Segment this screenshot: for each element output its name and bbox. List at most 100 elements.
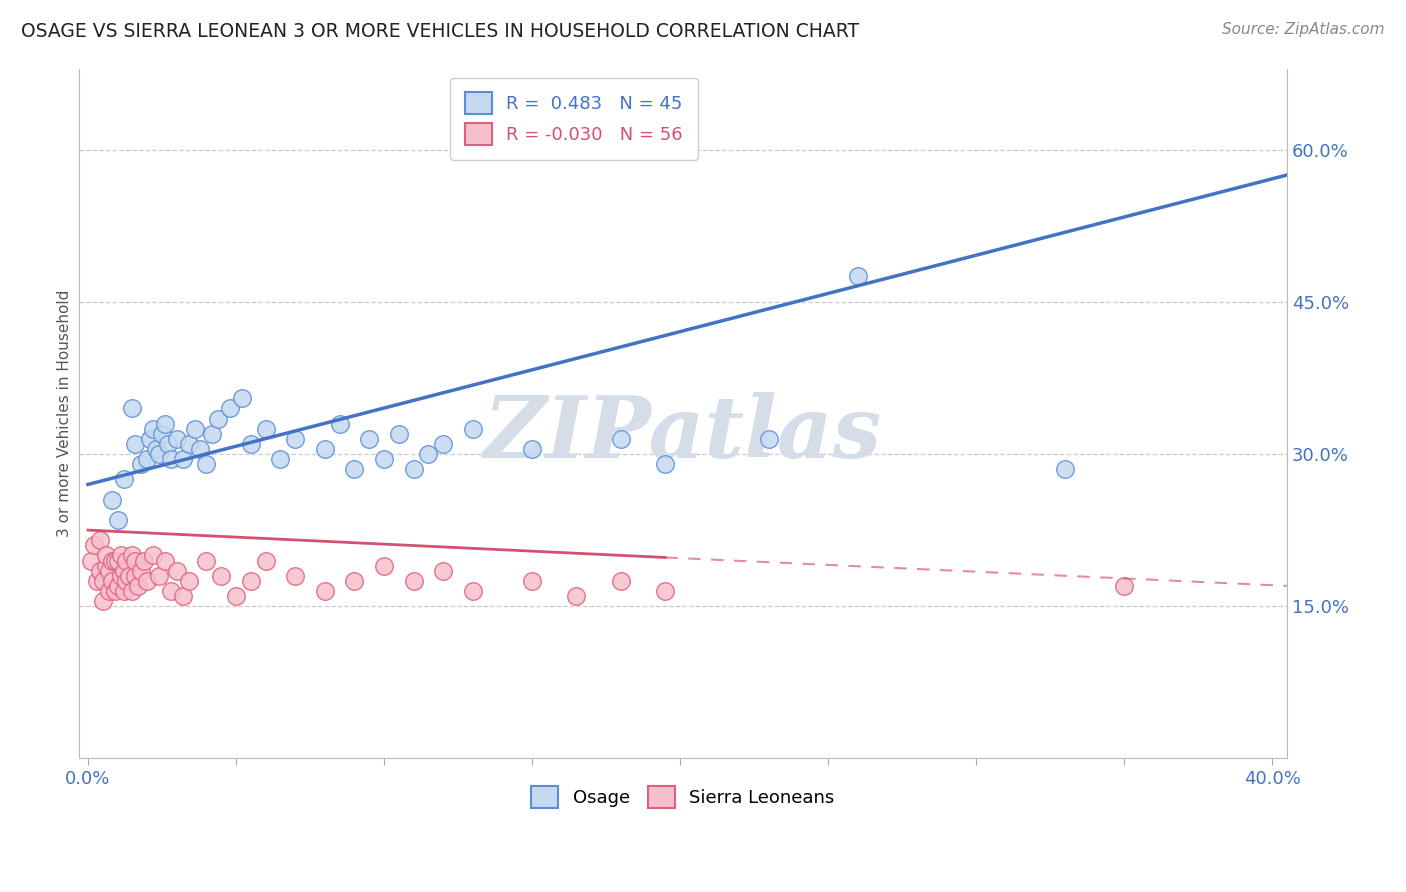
Point bbox=[86, 574, 108, 588]
Point bbox=[520, 442, 543, 456]
Point bbox=[124, 553, 146, 567]
Point bbox=[254, 422, 277, 436]
Point bbox=[112, 584, 135, 599]
Point bbox=[145, 442, 167, 456]
Point bbox=[94, 558, 117, 573]
Point bbox=[115, 553, 138, 567]
Point bbox=[110, 568, 132, 582]
Point bbox=[118, 568, 141, 582]
Point bbox=[284, 568, 307, 582]
Point bbox=[209, 568, 232, 582]
Point bbox=[190, 442, 212, 456]
Point bbox=[207, 411, 229, 425]
Point bbox=[166, 432, 188, 446]
Point bbox=[239, 574, 262, 588]
Point bbox=[110, 549, 132, 563]
Point bbox=[343, 574, 366, 588]
Point bbox=[121, 584, 143, 599]
Point bbox=[432, 564, 454, 578]
Text: Source: ZipAtlas.com: Source: ZipAtlas.com bbox=[1222, 22, 1385, 37]
Point bbox=[610, 432, 633, 446]
Point bbox=[565, 589, 588, 603]
Point bbox=[139, 432, 162, 446]
Point bbox=[136, 452, 159, 467]
Point bbox=[83, 538, 105, 552]
Point bbox=[100, 553, 122, 567]
Point bbox=[124, 437, 146, 451]
Point bbox=[91, 594, 114, 608]
Legend: Osage, Sierra Leoneans: Osage, Sierra Leoneans bbox=[524, 779, 842, 815]
Point bbox=[388, 426, 411, 441]
Point bbox=[112, 564, 135, 578]
Point bbox=[172, 589, 194, 603]
Point bbox=[104, 553, 127, 567]
Point bbox=[89, 564, 111, 578]
Point bbox=[373, 452, 395, 467]
Point bbox=[219, 401, 242, 416]
Point bbox=[148, 447, 170, 461]
Point bbox=[225, 589, 247, 603]
Point bbox=[136, 574, 159, 588]
Point bbox=[654, 584, 676, 599]
Point bbox=[97, 564, 120, 578]
Point bbox=[177, 437, 200, 451]
Point bbox=[107, 513, 129, 527]
Point bbox=[121, 401, 143, 416]
Point bbox=[94, 549, 117, 563]
Point bbox=[142, 422, 165, 436]
Point bbox=[172, 452, 194, 467]
Point bbox=[127, 579, 149, 593]
Point bbox=[148, 568, 170, 582]
Point bbox=[461, 422, 484, 436]
Point bbox=[520, 574, 543, 588]
Point bbox=[124, 568, 146, 582]
Point bbox=[107, 579, 129, 593]
Point bbox=[129, 564, 152, 578]
Point bbox=[314, 584, 336, 599]
Point bbox=[314, 442, 336, 456]
Point bbox=[166, 564, 188, 578]
Point bbox=[329, 417, 352, 431]
Point bbox=[115, 574, 138, 588]
Point bbox=[284, 432, 307, 446]
Point bbox=[134, 553, 156, 567]
Point bbox=[254, 553, 277, 567]
Point bbox=[153, 553, 176, 567]
Point bbox=[156, 437, 179, 451]
Point bbox=[80, 553, 103, 567]
Point bbox=[129, 457, 152, 471]
Point bbox=[231, 391, 253, 405]
Point bbox=[418, 447, 440, 461]
Point bbox=[1112, 579, 1135, 593]
Point bbox=[97, 584, 120, 599]
Point bbox=[104, 584, 127, 599]
Point bbox=[239, 437, 262, 451]
Point bbox=[107, 553, 129, 567]
Point bbox=[100, 574, 122, 588]
Point bbox=[269, 452, 291, 467]
Point bbox=[846, 269, 869, 284]
Point bbox=[150, 426, 173, 441]
Point bbox=[121, 549, 143, 563]
Point bbox=[183, 422, 205, 436]
Point bbox=[89, 533, 111, 548]
Point bbox=[758, 432, 780, 446]
Point bbox=[160, 452, 183, 467]
Point bbox=[195, 457, 218, 471]
Point bbox=[112, 472, 135, 486]
Point bbox=[1053, 462, 1076, 476]
Point bbox=[160, 584, 183, 599]
Point bbox=[359, 432, 381, 446]
Point bbox=[402, 462, 425, 476]
Point bbox=[195, 553, 218, 567]
Y-axis label: 3 or more Vehicles in Household: 3 or more Vehicles in Household bbox=[58, 290, 72, 537]
Point bbox=[461, 584, 484, 599]
Point bbox=[91, 574, 114, 588]
Point bbox=[432, 437, 454, 451]
Text: ZIPatlas: ZIPatlas bbox=[484, 392, 882, 475]
Point bbox=[402, 574, 425, 588]
Point bbox=[343, 462, 366, 476]
Point bbox=[201, 426, 224, 441]
Point bbox=[177, 574, 200, 588]
Point bbox=[610, 574, 633, 588]
